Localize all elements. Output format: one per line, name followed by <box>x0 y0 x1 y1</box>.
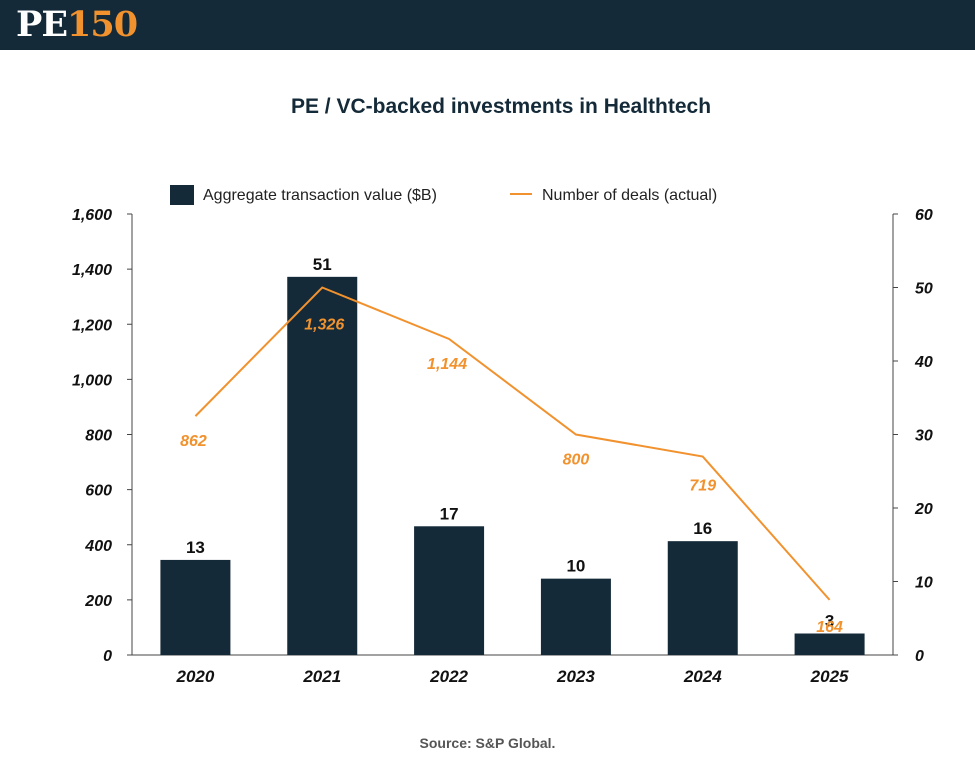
left-axis-tick-label: 200 <box>84 593 112 610</box>
left-axis-tick-label: 0 <box>103 648 112 665</box>
line-value-label: 800 <box>563 452 590 469</box>
bar <box>540 578 611 655</box>
bar <box>160 559 231 655</box>
left-axis-tick-label: 600 <box>85 483 112 500</box>
legend-bar-label: Aggregate transaction value ($B) <box>203 187 437 204</box>
left-axis-tick-label: 1,000 <box>72 372 112 389</box>
x-axis-tick-label: 2025 <box>810 667 849 686</box>
x-axis-tick-label: 2024 <box>683 667 722 686</box>
plot-area: 0 200 400 600 800 1,000 1,200 1,400 1,600 0 10 20 30… <box>72 207 933 686</box>
right-axis-tick-label: 30 <box>915 428 933 445</box>
right-axis-tick-label: 50 <box>915 281 933 298</box>
line-value-label: 1,326 <box>304 317 344 334</box>
bar-value-label: 51 <box>313 255 332 274</box>
left-axis-tick-label: 1,600 <box>72 207 112 224</box>
logo-number: 150 <box>67 4 138 45</box>
bar-value-label: 3 <box>825 612 834 631</box>
bar <box>414 526 485 655</box>
legend-line-label: Number of deals (actual) <box>542 187 717 204</box>
line-value-label: 1,144 <box>427 356 467 373</box>
deals-line <box>194 286 831 601</box>
right-axis-tick-label: 20 <box>914 501 933 518</box>
x-axis-tick-label: 2021 <box>302 667 341 686</box>
right-axis-tick-label: 60 <box>915 207 933 224</box>
chart-title: PE / VC-backed investments in Healthtech <box>291 95 711 118</box>
bar-value-label: 13 <box>186 538 205 557</box>
legend: Aggregate transaction value ($B) Number … <box>170 185 717 205</box>
bar <box>794 633 865 655</box>
right-axis-tick-label: 40 <box>914 354 933 371</box>
line-value-label: 719 <box>689 478 716 495</box>
source-note: Source: S&P Global. <box>419 735 556 751</box>
right-axis-tick-label: 10 <box>915 575 933 592</box>
healthtech-investments-chart: PE / VC-backed investments in Healthtech… <box>72 95 933 686</box>
left-axis-tick-label: 1,400 <box>72 262 112 279</box>
bar-value-label: 10 <box>566 557 585 576</box>
left-axis-tick-label: 800 <box>85 428 112 445</box>
logo-prefix: PE <box>16 4 68 45</box>
x-axis-tick-label: 2020 <box>176 667 215 686</box>
x-axis-tick-label: 2022 <box>429 667 468 686</box>
legend-bar-swatch <box>170 185 194 205</box>
line-value-label: 862 <box>180 433 207 450</box>
left-axis-tick-label: 1,200 <box>72 317 112 334</box>
pe150-logo: PE150 <box>16 2 138 48</box>
header-bar: PE150 <box>0 0 975 50</box>
bar <box>667 541 738 655</box>
left-axis-tick-label: 400 <box>84 538 112 555</box>
x-axis-tick-label: 2023 <box>556 667 595 686</box>
bar-value-label: 17 <box>440 504 459 523</box>
right-axis-tick-label: 0 <box>915 648 924 665</box>
bar-value-label: 16 <box>693 519 712 538</box>
bar <box>287 276 358 655</box>
line-value-label: 164 <box>816 619 843 636</box>
